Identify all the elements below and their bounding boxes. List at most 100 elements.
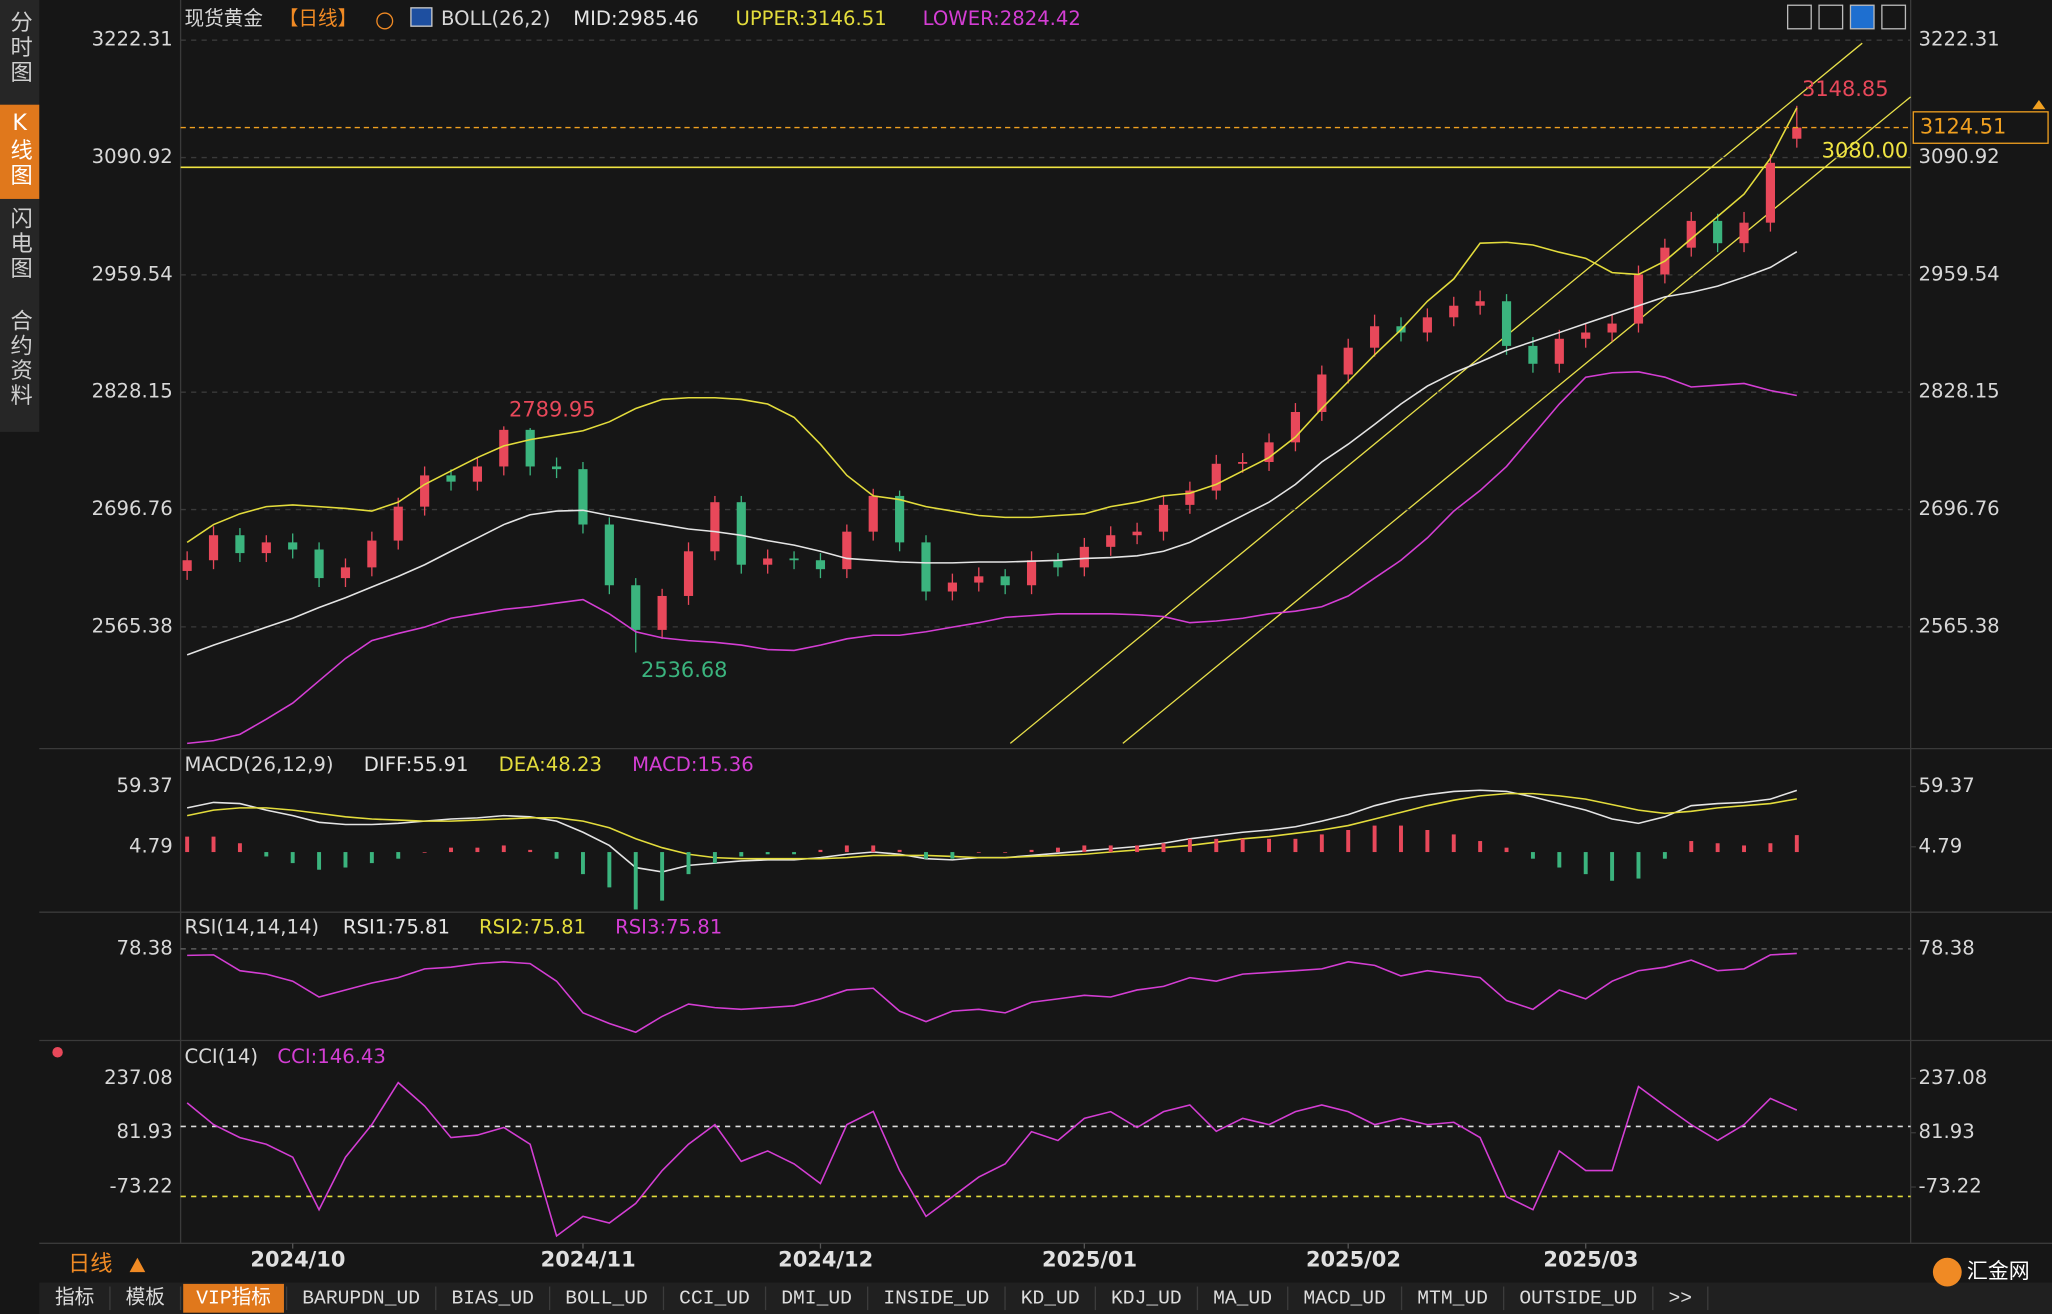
indicator-line — [186, 1081, 1798, 1238]
candle-body — [789, 558, 799, 561]
sidebar-tab[interactable]: 闪电图 — [7, 206, 33, 281]
toolbar-tab[interactable]: KDJ_UD — [1111, 1287, 1182, 1309]
period-selector[interactable]: 日线 — [68, 1251, 112, 1277]
histogram-bar — [1240, 838, 1245, 853]
candle-body — [868, 495, 878, 532]
toolbar-tab[interactable]: DMI_UD — [781, 1287, 852, 1309]
candle-body — [1581, 332, 1591, 339]
toolbar-tab[interactable]: BOLL_UD — [565, 1287, 647, 1309]
candle-body — [235, 535, 245, 554]
toolbar-tab[interactable]: VIP指标 — [196, 1286, 271, 1309]
tool-icon[interactable] — [1786, 4, 1812, 30]
candle-body — [182, 560, 192, 571]
histogram-bar — [528, 849, 533, 853]
candle-body — [710, 502, 720, 552]
indicator-line — [186, 792, 1797, 860]
histogram-bar — [1662, 852, 1667, 859]
last-price-arrow — [2032, 100, 2046, 110]
histogram-bar — [1425, 830, 1430, 853]
histogram-bar — [1135, 845, 1140, 853]
y-tick-label: 3090.92 — [1919, 145, 2000, 168]
toolbar-tab[interactable]: MA_UD — [1213, 1287, 1272, 1309]
logo-text: 汇金网 — [1967, 1259, 2030, 1283]
toolbar-tab[interactable]: BARUPDN_UD — [302, 1287, 420, 1309]
toolbar-tab[interactable]: CCI_UD — [679, 1287, 750, 1309]
trend-channel-line[interactable] — [1009, 42, 1863, 744]
toolbar-tab[interactable]: MTM_UD — [1417, 1287, 1488, 1309]
settings-icon[interactable] — [376, 12, 394, 30]
candle-body — [604, 524, 614, 586]
toolbar-tab-active[interactable] — [183, 1283, 284, 1313]
y-tick-label: 237.08 — [1919, 1066, 1988, 1089]
y-tick-label: 2696.76 — [92, 497, 173, 520]
candle-body — [1290, 411, 1301, 443]
indicator-icon[interactable] — [410, 7, 433, 27]
panel: 59.37 59.37 4.79 4.79 — [117, 774, 1975, 910]
candle-body — [1211, 463, 1221, 491]
indicator-name: BOLL(26,2) — [441, 7, 550, 30]
tool-icon[interactable] — [1818, 4, 1844, 30]
y-tick-label: -73.22 — [1919, 1175, 1982, 1198]
legend-entry: MID:2985.46 — [573, 7, 699, 30]
logo-icon — [1932, 1257, 1962, 1287]
histogram-bar — [739, 852, 744, 857]
histogram-bar — [976, 852, 981, 853]
histogram-bar — [317, 852, 322, 870]
panel-icon[interactable] — [52, 1047, 63, 1058]
histogram-bar — [264, 852, 269, 857]
period-arrow[interactable] — [129, 1257, 146, 1273]
y-tick-label: 2959.54 — [92, 262, 173, 285]
toolbar-tab[interactable]: 模板 — [126, 1286, 165, 1309]
histogram-bar — [501, 845, 506, 853]
sidebar-tab[interactable]: K线图 — [7, 110, 33, 188]
last-price-label: 3124.51 — [1920, 115, 2007, 139]
histogram-bar — [1715, 843, 1720, 853]
legend-entry: RSI2:75.81 — [479, 915, 586, 938]
toolbar-tab[interactable]: OUTSIDE_UD — [1519, 1287, 1637, 1309]
toolbar-tab[interactable]: INSIDE_UD — [883, 1287, 989, 1309]
candle-body — [208, 535, 219, 561]
candle-body — [261, 542, 271, 554]
toolbar-tab[interactable]: >> — [1669, 1287, 1693, 1309]
candle-body — [499, 429, 509, 467]
histogram-bar — [1689, 841, 1694, 853]
candle-body — [1264, 442, 1274, 463]
y-tick-label: 81.93 — [117, 1120, 173, 1143]
period-label: 【日线】 — [279, 7, 357, 30]
toolbar-tab[interactable]: BIAS_UD — [451, 1287, 533, 1309]
legend-entry: UPPER:3146.51 — [735, 7, 886, 30]
toolbar-tab[interactable]: 指标 — [55, 1286, 94, 1309]
trend-channel-line[interactable] — [1122, 96, 1912, 744]
histogram-bar — [554, 852, 559, 859]
histogram-bar — [686, 852, 691, 875]
candle-body — [736, 502, 746, 565]
y-tick-label: 2565.38 — [92, 614, 173, 637]
histogram-bar — [1082, 845, 1087, 853]
histogram-bar — [1187, 838, 1192, 853]
histogram-bar — [792, 852, 797, 855]
candle-body — [1686, 220, 1696, 248]
sidebar-tab-active[interactable] — [0, 104, 40, 199]
candle-body — [578, 469, 588, 525]
histogram-bar — [396, 852, 401, 859]
candle-body — [1422, 317, 1432, 333]
toolbar-tab[interactable]: MACD_UD — [1303, 1287, 1385, 1309]
candle-body — [1317, 374, 1327, 412]
tool-icon[interactable] — [1849, 4, 1875, 30]
sidebar-tab[interactable]: 合约资料 — [7, 308, 33, 408]
y-tick-label: 237.08 — [104, 1066, 173, 1089]
sidebar-tab[interactable]: 分时图 — [7, 10, 33, 85]
y-tick-label: 59.37 — [1919, 774, 1975, 797]
sidebar-bg — [0, 0, 40, 432]
tool-icon[interactable] — [1881, 4, 1907, 30]
histogram-bar — [1504, 847, 1509, 853]
toolbar-tab[interactable]: KD_UD — [1021, 1287, 1080, 1309]
x-tick-label: 2025/03 — [1543, 1247, 1638, 1271]
toolbar-bg — [39, 1282, 2052, 1314]
candle-body — [1713, 220, 1723, 244]
candle-body — [1106, 535, 1116, 547]
candle-body — [1765, 162, 1776, 223]
